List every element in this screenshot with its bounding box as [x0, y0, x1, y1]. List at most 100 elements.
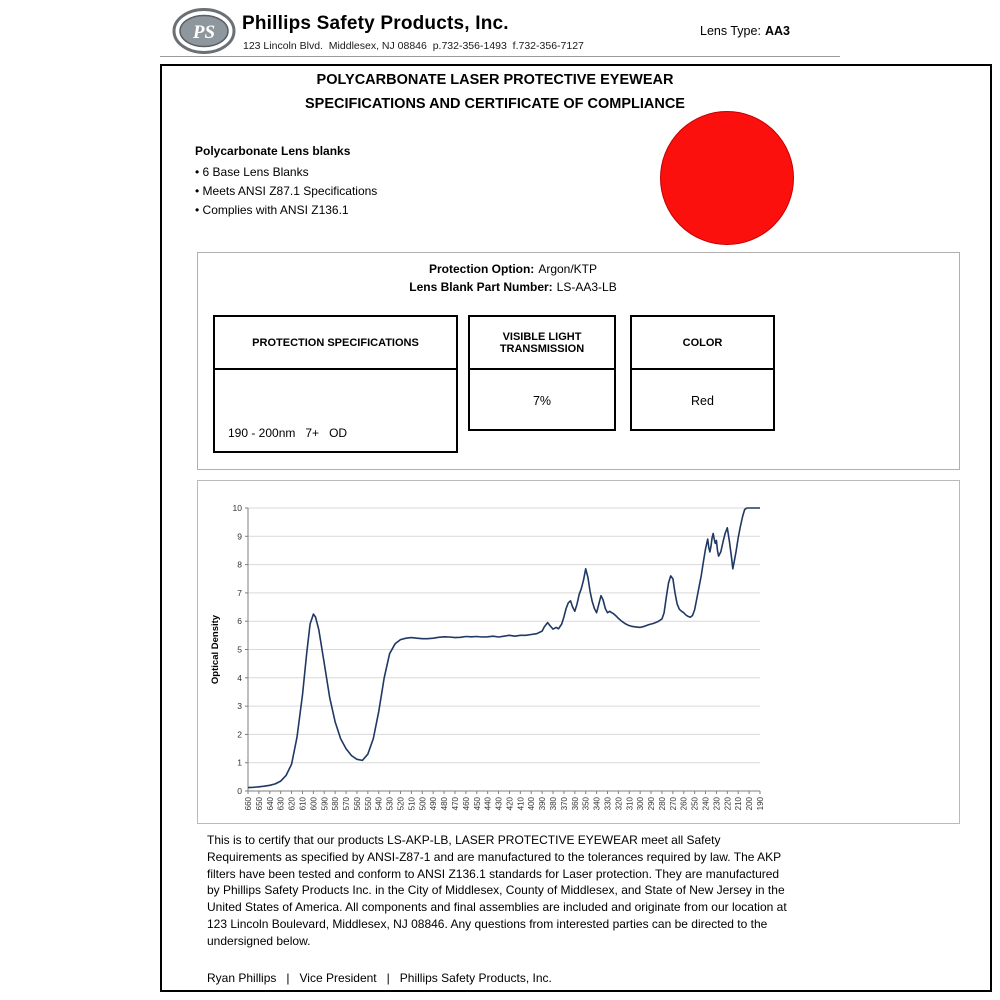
svg-text:540: 540	[375, 796, 384, 810]
svg-text:320: 320	[614, 796, 623, 810]
svg-text:520: 520	[397, 796, 406, 810]
svg-text:570: 570	[342, 796, 351, 810]
lens-type-label: Lens Type:	[700, 24, 761, 38]
doc-title-line1: POLYCARBONATE LASER PROTECTIVE EYEWEAR	[316, 72, 674, 88]
protection-panel: Protection Option: Argon/KTP Lens Blank P…	[197, 252, 960, 560]
svg-text:600: 600	[309, 796, 318, 810]
company-name: Phillips Safety Products, Inc.	[242, 13, 509, 34]
svg-text:480: 480	[440, 796, 449, 810]
svg-text:620: 620	[288, 796, 297, 810]
svg-text:640: 640	[266, 796, 275, 810]
svg-text:9: 9	[237, 531, 242, 541]
spec-row: 190 - 200nm 7+ OD	[228, 426, 348, 440]
svg-text:2: 2	[237, 729, 242, 739]
svg-text:430: 430	[495, 796, 504, 810]
svg-text:390: 390	[538, 796, 547, 810]
svg-text:250: 250	[691, 796, 700, 810]
optical-density-line	[247, 507, 760, 789]
signature-line: Ryan Phillips | Vice President | Phillip…	[207, 971, 552, 985]
svg-text:230: 230	[712, 796, 721, 810]
lens-blanks-bullet: • Meets ANSI Z87.1 Specifications	[195, 184, 378, 198]
vlt-value: 7%	[532, 393, 552, 408]
vlt-table: VISIBLE LIGHT TRANSMISSION 7%	[468, 315, 616, 431]
svg-text:580: 580	[331, 796, 340, 810]
svg-text:650: 650	[255, 796, 264, 810]
svg-text:530: 530	[386, 796, 395, 810]
svg-text:310: 310	[625, 796, 634, 810]
svg-text:5: 5	[237, 645, 242, 655]
part-number-line: Lens Blank Part Number: LS-AA3-LB	[198, 280, 828, 294]
svg-text:3: 3	[237, 701, 242, 711]
doc-title-line2: SPECIFICATIONS AND CERTIFICATE OF COMPLI…	[305, 96, 685, 112]
svg-text:550: 550	[364, 796, 373, 810]
svg-text:190: 190	[756, 796, 765, 810]
company-address: 123 Lincoln Blvd. Middlesex, NJ 08846 p.…	[243, 40, 584, 52]
svg-text:280: 280	[658, 796, 667, 810]
svg-text:290: 290	[647, 796, 656, 810]
svg-text:7: 7	[237, 588, 242, 598]
svg-text:400: 400	[527, 796, 536, 810]
svg-text:340: 340	[593, 796, 602, 810]
svg-text:270: 270	[669, 796, 678, 810]
svg-text:10: 10	[233, 503, 243, 513]
part-number-label: Lens Blank Part Number:	[409, 280, 553, 294]
svg-text:610: 610	[298, 796, 307, 810]
svg-text:660: 660	[244, 796, 253, 810]
svg-text:220: 220	[723, 796, 732, 810]
svg-text:260: 260	[680, 796, 689, 810]
svg-text:240: 240	[702, 796, 711, 810]
svg-text:510: 510	[407, 796, 416, 810]
svg-text:330: 330	[603, 796, 612, 810]
svg-text:410: 410	[516, 796, 525, 810]
part-number-value: LS-AA3-LB	[556, 280, 617, 294]
vlt-header: VISIBLE LIGHT TRANSMISSION	[470, 317, 614, 370]
protection-option-line: Protection Option: Argon/KTP	[198, 262, 828, 276]
svg-text:420: 420	[505, 796, 514, 810]
ps-logo-icon: PS	[172, 8, 236, 54]
color-table: COLOR Red	[630, 315, 775, 431]
svg-text:210: 210	[734, 796, 743, 810]
lens-blanks-heading: Polycarbonate Lens blanks	[195, 144, 351, 158]
svg-text:460: 460	[462, 796, 471, 810]
color-value: Red	[691, 393, 714, 408]
svg-text:6: 6	[237, 616, 242, 626]
svg-text:1: 1	[237, 758, 242, 768]
lens-blanks-list: • 6 Base Lens Blanks • Meets ANSI Z87.1 …	[195, 163, 377, 220]
svg-text:200: 200	[745, 796, 754, 810]
svg-text:470: 470	[451, 796, 460, 810]
color-header: COLOR	[632, 317, 773, 370]
lens-type-value: AA3	[764, 24, 790, 38]
svg-text:370: 370	[560, 796, 569, 810]
svg-text:630: 630	[277, 796, 286, 810]
svg-text:380: 380	[549, 796, 558, 810]
svg-text:4: 4	[237, 673, 242, 683]
svg-text:560: 560	[353, 796, 362, 810]
svg-text:360: 360	[571, 796, 580, 810]
lens-color-swatch	[660, 111, 794, 245]
svg-text:8: 8	[237, 560, 242, 570]
svg-text:450: 450	[473, 796, 482, 810]
protection-option-label: Protection Option:	[428, 262, 535, 276]
certificate-paragraph: This is to certify that our products LS-…	[207, 833, 787, 948]
svg-text:0: 0	[237, 786, 242, 796]
protection-specs-table: PROTECTION SPECIFICATIONS 190 - 200nm 7+…	[213, 315, 458, 560]
svg-text:490: 490	[429, 796, 438, 810]
svg-text:500: 500	[418, 796, 427, 810]
svg-text:Optical Density: Optical Density	[210, 614, 221, 684]
svg-text:440: 440	[484, 796, 493, 810]
protection-specs-header: PROTECTION SPECIFICATIONS	[215, 317, 456, 370]
company-logo: PS	[172, 8, 236, 54]
optical-density-chart-panel: 0 1 2 3 4 5 6 7 8 9 10 660 650 640 630 620 610 600 590 580 5…	[197, 480, 960, 824]
lens-type: Lens Type: AA3	[700, 24, 790, 38]
svg-text:350: 350	[582, 796, 591, 810]
svg-text:300: 300	[636, 796, 645, 810]
document-frame: POLYCARBONATE LASER PROTECTIVE EYEWEAR S…	[160, 64, 992, 992]
lens-blanks-bullet: • 6 Base Lens Blanks	[195, 165, 309, 179]
svg-text:PS: PS	[192, 22, 215, 43]
svg-text:590: 590	[320, 796, 329, 810]
lens-blanks-bullet: • Complies with ANSI Z136.1	[195, 203, 349, 217]
header-divider	[160, 56, 840, 57]
protection-option-value: Argon/KTP	[538, 262, 598, 276]
